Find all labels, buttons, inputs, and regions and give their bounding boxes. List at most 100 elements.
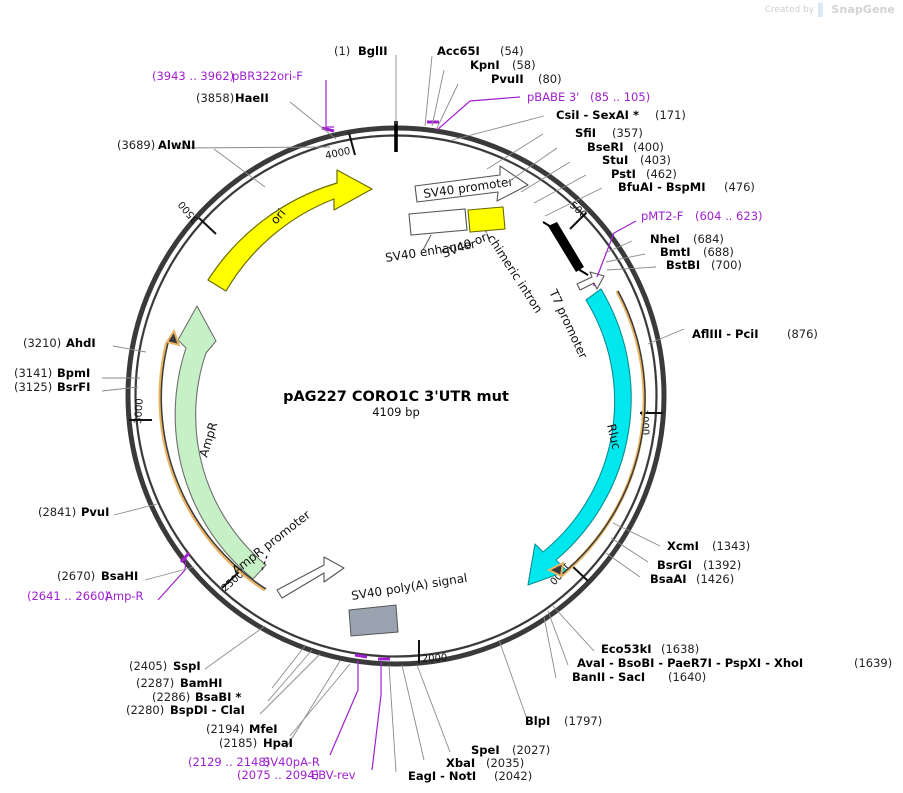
label-bsrFI: (3125) BsrFI [14, 380, 90, 394]
feature-label-ampR: AmpR [196, 420, 220, 458]
label-SV40pA-R: (2129 .. 2148) SV40pA-R [188, 755, 320, 769]
label-speI-pos: (2027) [512, 743, 550, 757]
label-Amp-R: (2641 .. 2660) Amp-R [27, 589, 144, 603]
label-acc65I: Acc65I (54) [437, 44, 524, 58]
label-bpmI-enzyme: BpmI [57, 366, 90, 380]
label-pvuI-pos: (2841) [38, 505, 76, 519]
tick-4000: 4000 [324, 132, 356, 162]
label-sfiI-enzyme: SfiI [575, 126, 596, 140]
label-SV40pA-R-range: (2129 .. 2148) [188, 755, 270, 769]
label-speI: SpeI (2027) [471, 743, 550, 757]
label-nheI: NheI (684) [650, 232, 724, 246]
label-aflIII-enzyme: AflIII - PciI [692, 327, 759, 341]
label-bmtI-pos: (688) [703, 245, 734, 259]
label-eagI-pos: (2042) [494, 769, 532, 783]
tick-label-2000: 2000 [422, 653, 448, 665]
label-eco53kI-pos: (1638) [661, 642, 699, 656]
label-bsrFI-enzyme: BsrFI [57, 380, 90, 394]
label-bsaAI-enzyme: BsaAI [650, 572, 687, 586]
label-acc65I-pos: (54) [500, 44, 524, 58]
label-EBV-rev-name: EBV-rev [311, 768, 356, 782]
label-mfeI-pos: (2194) [206, 722, 244, 736]
label-hpaI-enzyme: HpaI [263, 736, 293, 750]
label-blpI-enzyme: BlpI [525, 714, 550, 728]
label-acc65I-enzyme: Acc65I [437, 44, 480, 58]
label-bpmI: (3141) BpmI [14, 366, 90, 380]
label-alwNI-enzyme: AlwNI [158, 138, 195, 152]
label-bseRI: BseRI (400) [587, 140, 664, 154]
label-sspI-pos: (2405) [129, 659, 167, 673]
label-aflIII: AflIII - PciI (876) [692, 327, 818, 341]
label-bsrGI: BsrGI (1392) [657, 558, 741, 572]
label-bfuAI-pos: (476) [724, 180, 755, 194]
label-pMT2-F-range: (604 .. 623) [695, 209, 763, 223]
watermark-brand: SnapGene [831, 3, 895, 16]
label-xcmI-pos: (1343) [712, 539, 750, 553]
label-ahdI: (3210) AhdI [23, 336, 96, 350]
label-pstI-pos: (462) [646, 167, 677, 181]
label-bamHI-enzyme: BamHI [180, 676, 222, 690]
label-csiI-enzyme: CsiI - SexAI * [556, 108, 639, 122]
feature-label-rluc: Rluc [604, 423, 623, 451]
label-bseRI-enzyme: BseRI [587, 140, 624, 154]
label-Amp-R-range: (2641 .. 2660) [27, 589, 109, 603]
tick-label-3000: 3000 [133, 398, 146, 424]
label-pBABE3-name: pBABE 3' [527, 90, 579, 104]
label-eagI-enzyme: EagI - NotI [408, 769, 476, 783]
label-bstBI: BstBI (700) [666, 258, 742, 272]
label-pstI-enzyme: PstI [611, 167, 636, 181]
label-bamHI: (2287) BamHI [136, 676, 222, 690]
label-pvuII: PvuII (80) [491, 72, 562, 86]
label-EBV-rev-range: (2075 .. 2094) [237, 768, 319, 782]
label-pBR322ori-F-range: (3943 .. 3962) [152, 69, 234, 83]
label-ahdI-pos: (3210) [23, 336, 61, 350]
label-haeII-enzyme: HaeII [235, 91, 269, 105]
label-pMT2-F: pMT2-F (604 .. 623) [641, 209, 763, 223]
feature-rluc: Rluc [527, 288, 632, 586]
label-bamHI-pos: (2287) [136, 676, 174, 690]
label-kpnI-enzyme: KpnI [470, 58, 500, 72]
label-haeII-pos: (3858) [196, 91, 234, 105]
feature-ori: ori [207, 169, 373, 292]
label-banII-pos: (1640) [668, 670, 706, 684]
label-blpI-pos: (1797) [564, 714, 602, 728]
tick-label-3500: 3500 [177, 199, 202, 226]
primer-arc-rluc [546, 290, 646, 578]
label-banII: BanII - SacI (1640) [572, 670, 706, 684]
label-stuI: StuI (403) [602, 153, 671, 167]
label-bstBI-pos: (700) [711, 258, 742, 272]
label-Amp-R-name: Amp-R [105, 589, 144, 603]
label-bseRI-pos: (400) [633, 140, 664, 154]
leader-lines [101, 55, 685, 773]
label-SV40pA-R-name: SV40pA-R [263, 755, 320, 769]
label-pstI: PstI (462) [611, 167, 677, 181]
plasmid-size: 4109 bp [372, 405, 420, 419]
feature-ampR-promoter: AmpR promoter [229, 508, 345, 599]
label-nheI-enzyme: NheI [650, 232, 680, 246]
label-csiI: CsiI - SexAI * (171) [556, 108, 686, 122]
label-bspDI: (2280) BspDI - ClaI [126, 703, 245, 717]
label-sfiI: SfiI (357) [575, 126, 643, 140]
label-pBR322ori-F: (3943 .. 3962) pBR322ori-F [152, 69, 303, 83]
label-bsaAI: BsaAI (1426) [650, 572, 734, 586]
label-ahdI-enzyme: AhdI [66, 336, 96, 350]
tick-label-4000: 4000 [324, 146, 351, 162]
label-bsaHI-pos: (2670) [57, 569, 95, 583]
feature-sv40-promoter: SV40 promoter [414, 165, 529, 203]
label-pvuI: (2841) PvuI [38, 505, 109, 519]
label-bsrGI-pos: (1392) [703, 558, 741, 572]
snapgene-logo-icon: ▌ [818, 2, 828, 17]
label-xbaI-enzyme: XbaI [446, 756, 475, 770]
label-bsaBI-enzyme: BsaBI * [195, 690, 241, 704]
watermark-prefix: Created by [764, 4, 815, 15]
label-bsaBI-pos: (2286) [152, 690, 190, 704]
plasmid-title-block: pAG227 CORO1C 3'UTR mut 4109 bp [283, 389, 509, 419]
label-bmtI-enzyme: BmtI [660, 245, 691, 259]
label-bfuAI: BfuAI - BspMI (476) [618, 180, 755, 194]
label-bpmI-pos: (3141) [14, 366, 52, 380]
label-bglII-enzyme: BglII [358, 44, 388, 58]
label-speI-enzyme: SpeI [471, 743, 500, 757]
label-xcmI-enzyme: XcmI [667, 539, 699, 553]
label-sfiI-pos: (357) [612, 126, 643, 140]
